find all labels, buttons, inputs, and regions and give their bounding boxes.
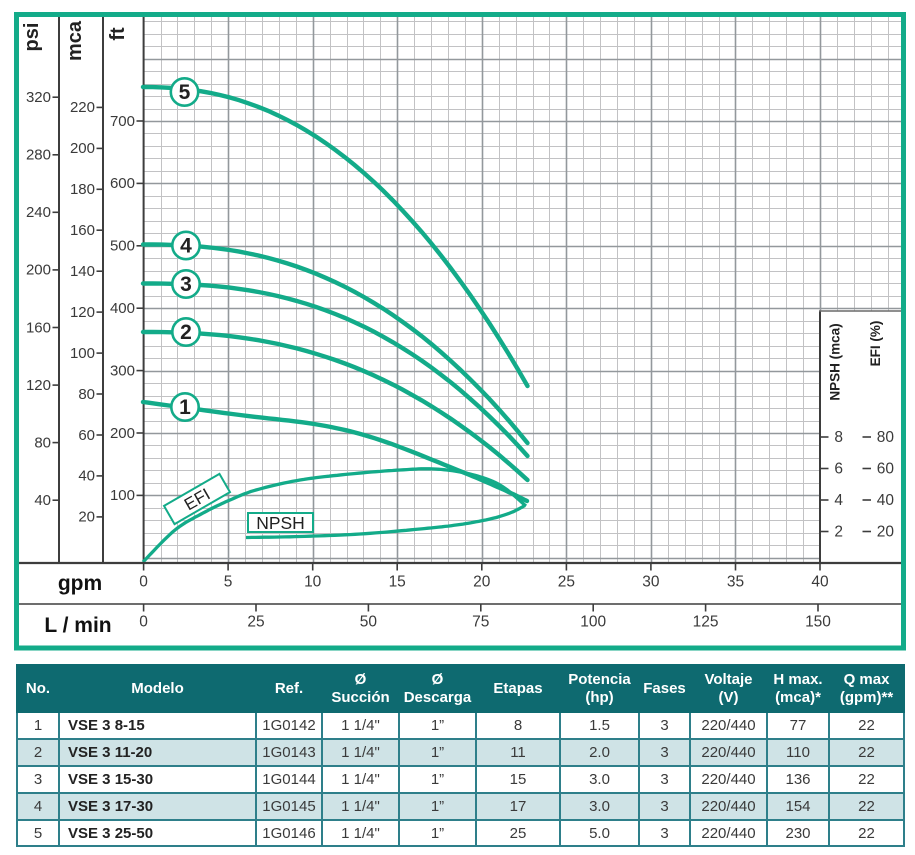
svg-text:400: 400: [110, 300, 135, 317]
svg-text:5: 5: [179, 81, 191, 104]
svg-text:0: 0: [139, 614, 148, 631]
svg-text:75: 75: [472, 614, 489, 631]
svg-text:40: 40: [78, 468, 95, 485]
svg-text:40: 40: [877, 492, 895, 509]
svg-text:160: 160: [26, 319, 51, 336]
svg-text:25: 25: [247, 614, 264, 631]
svg-text:120: 120: [70, 304, 95, 321]
svg-text:4: 4: [834, 492, 843, 509]
svg-text:220: 220: [70, 99, 95, 116]
svg-text:1: 1: [179, 396, 191, 419]
svg-text:100: 100: [580, 614, 606, 631]
svg-text:3: 3: [180, 273, 192, 296]
svg-text:EFI (%): EFI (%): [868, 321, 883, 367]
svg-text:160: 160: [70, 222, 95, 239]
svg-text:240: 240: [26, 204, 51, 221]
svg-text:280: 280: [26, 147, 51, 164]
svg-text:L / min: L / min: [44, 614, 111, 637]
svg-text:ft: ft: [107, 27, 129, 41]
svg-text:psi: psi: [21, 23, 43, 52]
svg-text:200: 200: [26, 262, 51, 279]
svg-text:320: 320: [26, 89, 51, 106]
svg-text:500: 500: [110, 238, 135, 255]
svg-text:35: 35: [727, 574, 744, 591]
svg-text:20: 20: [877, 524, 895, 541]
svg-text:180: 180: [70, 181, 95, 198]
svg-text:4: 4: [180, 235, 192, 258]
svg-text:6: 6: [834, 461, 843, 478]
svg-text:100: 100: [110, 487, 135, 504]
svg-text:80: 80: [34, 434, 51, 451]
svg-text:200: 200: [110, 425, 135, 442]
svg-text:30: 30: [642, 574, 660, 591]
svg-text:20: 20: [473, 574, 491, 591]
svg-text:mca: mca: [64, 20, 86, 61]
svg-text:2: 2: [834, 524, 843, 541]
svg-text:25: 25: [558, 574, 575, 591]
svg-text:8: 8: [834, 429, 843, 446]
svg-text:50: 50: [360, 614, 378, 631]
svg-text:10: 10: [304, 574, 322, 591]
svg-text:125: 125: [693, 614, 719, 631]
svg-text:300: 300: [110, 362, 135, 379]
svg-text:120: 120: [26, 377, 51, 394]
svg-text:NPSH (mca): NPSH (mca): [828, 323, 843, 400]
svg-text:0: 0: [139, 574, 148, 591]
svg-text:80: 80: [78, 386, 95, 403]
svg-text:100: 100: [70, 345, 95, 362]
svg-text:140: 140: [70, 263, 95, 280]
svg-text:5: 5: [224, 574, 233, 591]
svg-text:60: 60: [78, 427, 95, 444]
svg-text:gpm: gpm: [58, 572, 102, 595]
svg-text:200: 200: [70, 140, 95, 157]
svg-text:80: 80: [877, 429, 895, 446]
svg-text:40: 40: [811, 574, 829, 591]
svg-text:40: 40: [34, 492, 51, 509]
svg-text:60: 60: [877, 461, 895, 478]
svg-text:15: 15: [389, 574, 406, 591]
svg-text:700: 700: [110, 113, 135, 130]
svg-text:2: 2: [180, 321, 192, 344]
svg-text:150: 150: [805, 614, 831, 631]
svg-text:600: 600: [110, 175, 135, 192]
svg-text:NPSH: NPSH: [256, 513, 305, 533]
svg-text:20: 20: [78, 509, 95, 526]
